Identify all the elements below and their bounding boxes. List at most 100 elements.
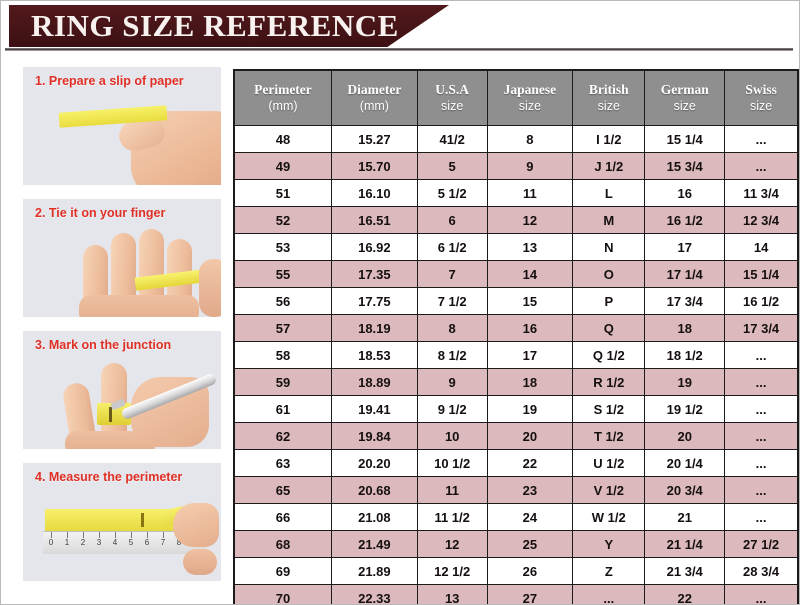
cell-british: T 1/2 <box>572 422 646 450</box>
column-header-name: Perimeter <box>254 81 312 97</box>
cell-german: 15 3/4 <box>644 152 726 180</box>
cell-perimeter: 51 <box>233 179 332 207</box>
cell-german: 20 3/4 <box>644 476 726 504</box>
cell-swiss: 15 1/4 <box>724 260 799 288</box>
cell-usa: 12 1/2 <box>416 557 488 585</box>
cell-diameter: 18.89 <box>330 368 418 396</box>
table-row: 69 21.89 12 1/2 26 Z 21 3/4 28 3/4 <box>233 557 799 585</box>
ruler-tick <box>131 532 132 538</box>
second-hand-illustration <box>199 259 221 317</box>
cell-german: 22 <box>644 584 726 604</box>
cell-swiss: 28 3/4 <box>724 557 799 585</box>
cell-german: 18 1/2 <box>644 341 726 369</box>
palm-illustration <box>65 431 155 449</box>
table-row: 62 19.84 10 20 T 1/2 20... <box>233 422 799 450</box>
cell-british: L <box>572 179 646 207</box>
ruler-tick <box>83 532 84 538</box>
cell-perimeter: 58 <box>233 341 332 369</box>
cell-japanese: 19 <box>486 395 574 423</box>
cell-diameter: 17.35 <box>330 260 418 288</box>
cell-swiss: ... <box>724 152 799 180</box>
cell-diameter: 18.53 <box>330 341 418 369</box>
cell-british: V 1/2 <box>572 476 646 504</box>
cell-usa: 9 1/2 <box>416 395 488 423</box>
cell-usa: 5 <box>416 152 488 180</box>
cell-japanese: 18 <box>486 368 574 396</box>
cell-german: 19 1/2 <box>644 395 726 423</box>
column-header-german: German size <box>644 69 726 126</box>
cell-usa: 9 <box>416 368 488 396</box>
cell-diameter: 21.89 <box>330 557 418 585</box>
cell-swiss: ... <box>724 422 799 450</box>
ruler-tick-label: 7 <box>160 538 166 547</box>
column-header-unit: size <box>518 98 542 113</box>
page-title: RING SIZE REFERENCE <box>31 8 399 43</box>
cell-perimeter: 48 <box>233 125 332 153</box>
column-header-unit: (mm) <box>268 98 298 113</box>
column-header-name: German <box>660 81 709 97</box>
column-header-japanese: Japanese size <box>486 69 574 126</box>
cell-japanese: 15 <box>486 287 574 315</box>
step-4-measure-perimeter: 4. Measure the perimeter 0123456789 <box>23 463 221 581</box>
column-header-british: British size <box>572 69 646 126</box>
cell-german: 16 <box>644 179 726 207</box>
cell-perimeter: 56 <box>233 287 332 315</box>
ruler-tick <box>163 532 164 538</box>
column-header-diameter: Diameter (mm) <box>330 69 418 126</box>
cell-diameter: 21.49 <box>330 530 418 558</box>
cell-perimeter: 70 <box>233 584 332 604</box>
cell-diameter: 15.27 <box>330 125 418 153</box>
pen-mark-illustration <box>109 407 112 422</box>
ruler-tick <box>67 532 68 538</box>
cell-german: 20 <box>644 422 726 450</box>
step-2-caption: 2. Tie it on your finger <box>35 206 166 220</box>
cell-perimeter: 63 <box>233 449 332 477</box>
cell-japanese: 23 <box>486 476 574 504</box>
cell-diameter: 19.41 <box>330 395 418 423</box>
cell-british: P <box>572 287 646 315</box>
table-row: 70 22.33 13 27... 22... <box>233 584 799 604</box>
finger-illustration <box>183 549 217 575</box>
cell-diameter: 16.10 <box>330 179 418 207</box>
column-header-name: British <box>588 81 629 97</box>
cell-diameter: 19.84 <box>330 422 418 450</box>
column-header-unit: size <box>597 98 620 113</box>
step-2-tie-finger: 2. Tie it on your finger <box>23 199 221 317</box>
step-3-mark-junction: 3. Mark on the junction <box>23 331 221 449</box>
column-header-swiss: Swiss size <box>724 69 799 126</box>
cell-usa: 11 <box>416 476 488 504</box>
cell-japanese: 24 <box>486 503 574 531</box>
cell-british: Q <box>572 314 646 342</box>
cell-usa: 13 <box>416 584 488 604</box>
cell-swiss: 27 1/2 <box>724 530 799 558</box>
cell-german: 19 <box>644 368 726 396</box>
cell-british: U 1/2 <box>572 449 646 477</box>
cell-british: W 1/2 <box>572 503 646 531</box>
cell-german: 20 1/4 <box>644 449 726 477</box>
table-row: 49 15.70 5 9 J 1/2 15 3/4... <box>233 152 799 180</box>
column-header-unit: size <box>441 98 464 113</box>
cell-british: J 1/2 <box>572 152 646 180</box>
cell-swiss: ... <box>724 368 799 396</box>
ruler-tick-label: 0 <box>48 538 54 547</box>
ruler-tick <box>51 532 52 538</box>
cell-german: 15 1/4 <box>644 125 726 153</box>
cell-swiss: 12 3/4 <box>724 206 799 234</box>
cell-perimeter: 53 <box>233 233 332 261</box>
table-row: 53 16.92 6 1/2 13 N 17 14 <box>233 233 799 261</box>
step-1-caption: 1. Prepare a slip of paper <box>35 74 184 88</box>
cell-swiss: 14 <box>724 233 799 261</box>
ruler-tick <box>115 532 116 538</box>
ruler-tick-label: 1 <box>64 538 70 547</box>
cell-usa: 7 1/2 <box>416 287 488 315</box>
step-3-caption: 3. Mark on the junction <box>35 338 172 352</box>
cell-perimeter: 62 <box>233 422 332 450</box>
table-row: 59 18.89 9 18 R 1/2 19... <box>233 368 799 396</box>
column-header-usa: U.S.A size <box>416 69 488 126</box>
cell-swiss: ... <box>724 476 799 504</box>
cell-diameter: 18.19 <box>330 314 418 342</box>
cell-swiss: 16 1/2 <box>724 287 799 315</box>
ruler-tick-label: 5 <box>128 538 134 547</box>
column-header-unit: (mm) <box>359 98 389 113</box>
cell-japanese: 14 <box>486 260 574 288</box>
